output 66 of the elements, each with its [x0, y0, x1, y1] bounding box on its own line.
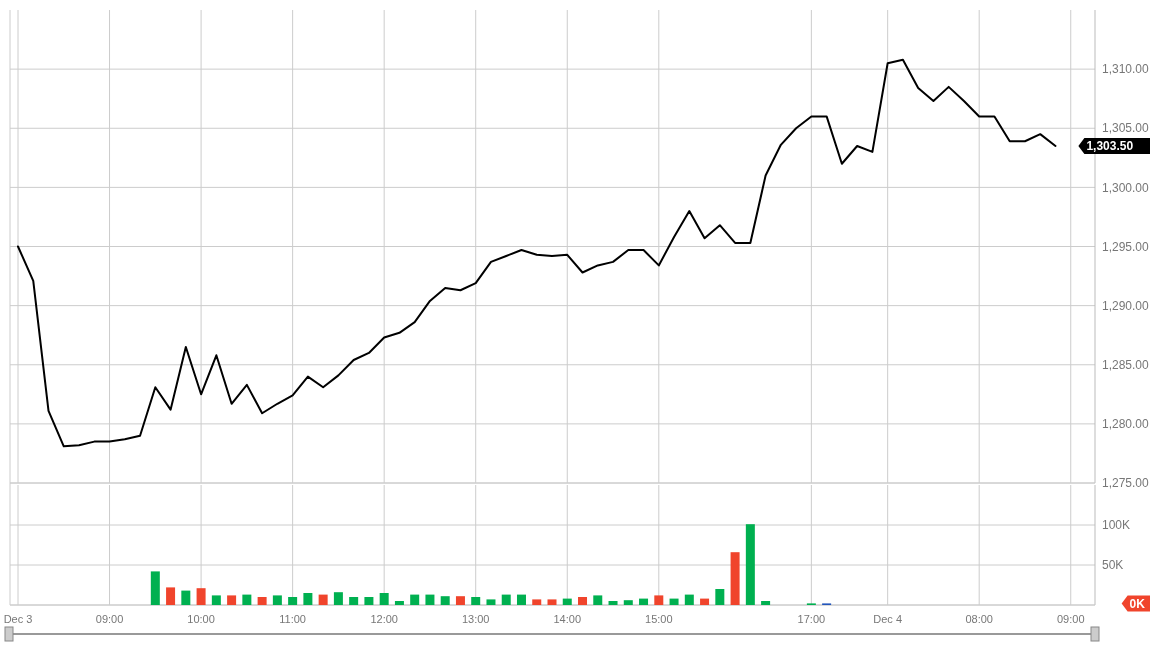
bar [471, 597, 481, 605]
x-tick-label: 10:00 [187, 613, 215, 625]
y-tick-label: 1,300.00 [1102, 180, 1150, 195]
bar [547, 599, 557, 605]
y-tick-label: 100K [1102, 518, 1131, 533]
x-tick-label: 08:00 [965, 613, 993, 625]
bar [532, 599, 542, 605]
x-tick-label: 17:00 [797, 613, 826, 625]
text: 0K [1129, 596, 1146, 611]
bar [333, 592, 343, 605]
bar [425, 594, 435, 605]
bar [227, 595, 237, 605]
x-tick-label: Dec 4 [873, 613, 903, 625]
bar [410, 594, 420, 605]
bar [669, 598, 679, 605]
y-tick-label: 1,275.00 [1102, 476, 1150, 491]
x-tick-label: 09:00 [1056, 613, 1085, 625]
bar [623, 600, 633, 605]
bar [166, 587, 176, 605]
bar [684, 594, 694, 605]
bar [196, 588, 206, 605]
y-tick-label: 1,295.00 [1102, 239, 1150, 254]
bar [730, 552, 740, 605]
bar [654, 595, 664, 605]
bar [242, 594, 252, 605]
bar [562, 598, 572, 605]
bar [394, 601, 404, 605]
y-tick-label: 1,305.00 [1102, 121, 1150, 136]
bar [272, 595, 282, 605]
bar [150, 571, 160, 605]
bar [181, 590, 191, 605]
y-tick-label: 1,310.00 [1102, 62, 1150, 77]
bar [608, 601, 618, 605]
y-tick-label: 50K [1102, 558, 1124, 573]
x-tick-label: 09:00 [95, 613, 124, 625]
x-tick-label: 14:00 [553, 613, 582, 625]
x-tick-label: 13:00 [461, 613, 490, 625]
bar [364, 597, 374, 605]
x-tick-label: Dec 3 [3, 613, 33, 625]
bar [455, 596, 465, 605]
y-tick-label: 1,280.00 [1102, 417, 1150, 432]
y-tick-label: 1,285.00 [1102, 357, 1150, 372]
annotation: 1,303.50 [1086, 139, 1134, 154]
bar [486, 599, 496, 605]
bar [745, 524, 755, 605]
bar [501, 594, 511, 605]
y-tick-label: 1,290.00 [1102, 298, 1150, 313]
bar [349, 597, 359, 605]
bar [211, 595, 221, 605]
x-tick-label: 12:00 [370, 613, 398, 625]
bar [761, 601, 771, 605]
bar [288, 597, 298, 605]
bar [593, 595, 603, 605]
bar [516, 594, 526, 605]
bar [639, 598, 649, 605]
bar [257, 597, 267, 605]
bar [379, 593, 389, 605]
bar [440, 596, 450, 605]
bar [715, 589, 725, 605]
line-series [17, 58, 1057, 448]
bar [578, 597, 588, 605]
bar [318, 594, 328, 605]
bar [700, 598, 710, 605]
bar [303, 593, 313, 605]
x-tick-label: 15:00 [645, 613, 673, 625]
x-tick-label: 11:00 [279, 613, 306, 625]
